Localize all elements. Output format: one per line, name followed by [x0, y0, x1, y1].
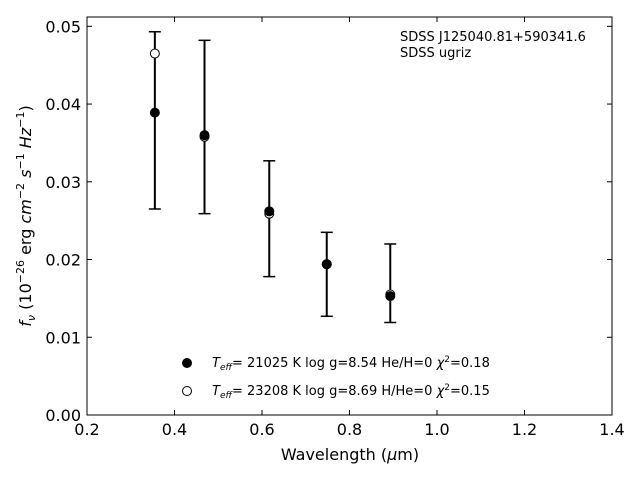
y-tick-label: 0.01: [45, 328, 81, 347]
annotation-line-2: SDSS ugriz: [400, 46, 471, 61]
ticks: 0.2 0.4 0.6 0.8 1.0 1.2 1.4 0.00 0.01 0.02 0.03 0.0…: [45, 17, 625, 439]
legend: Teff= 21025 K log g=8.54 He/H=0 χ2=0.18 …: [182, 355, 490, 401]
y-tick-label: 0.02: [45, 251, 81, 270]
x-tick-label: 1.2: [512, 420, 537, 439]
x-tick-label: 1.4: [599, 420, 624, 439]
y-tick-label: 0.03: [45, 173, 81, 192]
data-point-filled: [264, 206, 275, 217]
legend-entry-2: Teff= 23208 K log g=8.69 H/He=0 χ2=0.15: [212, 383, 490, 401]
data-point-filled: [321, 259, 332, 270]
x-tick-label: 0.8: [337, 420, 362, 439]
data-point-filled: [149, 107, 160, 118]
legend-entry-2-params: = 23208 K log g=8.69 H/He=0: [232, 384, 437, 399]
x-tick-label: 0.6: [249, 420, 274, 439]
y-tick-label: 0.05: [45, 17, 81, 36]
x-tick-label: 1.0: [424, 420, 449, 439]
x-axis-label: Wavelength (μm): [281, 445, 419, 464]
legend-entry-1: Teff= 21025 K log g=8.54 He/H=0 χ2=0.18: [212, 355, 490, 373]
legend-marker-filled: [182, 358, 192, 368]
legend-entry-1-params: = 21025 K log g=8.54 He/H=0: [232, 356, 437, 371]
legend-entry-2-chi: =0.15: [450, 384, 490, 399]
x-tick-label: 0.2: [74, 420, 99, 439]
error-bars: [148, 31, 397, 324]
data-point-open: [149, 48, 160, 59]
y-axis-label: fν (10−26 erg cm−2 s−1 Hz−1): [14, 105, 38, 326]
y-tick-label: 0.00: [45, 406, 81, 425]
legend-marker-open: [182, 386, 192, 396]
data-point-filled: [199, 130, 210, 141]
x-tick-label: 0.4: [162, 420, 187, 439]
data-point-filled: [385, 291, 396, 302]
legend-entry-1-chi: =0.18: [450, 356, 490, 371]
data-points: [149, 48, 396, 302]
y-tick-label: 0.04: [45, 95, 81, 114]
annotation-line-1: SDSS J125040.81+590341.6: [400, 30, 586, 45]
